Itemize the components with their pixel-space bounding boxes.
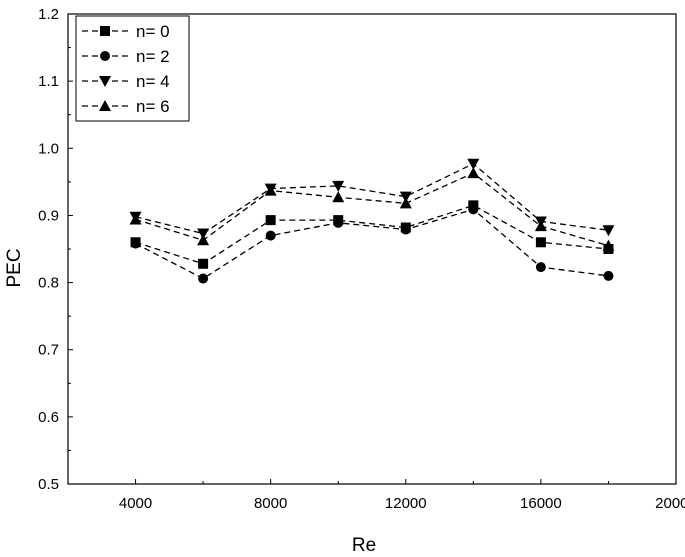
series-line [135,162,609,235]
x-tick-label: 12000 [385,495,427,512]
data-point [197,228,210,240]
data-point [534,220,547,232]
y-tick-label: 1.2 [38,6,59,23]
data-point [197,234,210,246]
legend-label: n= 4 [136,72,170,91]
y-tick-label: 0.6 [38,409,59,426]
data-point [332,180,345,192]
y-tick-label: 0.8 [38,275,59,292]
data-point [602,239,615,251]
y-axis-title: PEC [4,248,25,287]
legend: n= 0 n= 2 n= 4 n= 6 [75,15,190,122]
data-point [603,270,614,281]
data-point [130,238,141,249]
data-point [468,204,479,215]
data-point [602,225,615,237]
legend-marker [100,26,110,36]
x-axis-title: Re [352,535,376,556]
data-point [467,167,480,179]
data-point [535,237,546,248]
legend-box [75,15,190,122]
data-point [198,273,209,284]
x-tick-label: 16000 [520,495,562,512]
series-line [135,172,609,247]
data-point [399,197,412,209]
x-tick-label: 4000 [119,495,152,512]
y-tick-label: 1.1 [38,73,59,90]
x-tick-label: 8000 [254,495,287,512]
legend-marker [100,51,110,61]
legend-marker [99,100,111,111]
legend-marker [99,76,111,87]
y-tick-label: 0.9 [38,207,59,224]
legend-label: n= 0 [136,22,170,41]
data-point [129,213,142,225]
data-point [333,217,344,228]
data-point [535,262,546,273]
data-point [265,215,276,226]
y-tick-label: 0.5 [38,476,59,493]
legend-label: n= 6 [136,97,170,116]
data-point [332,191,345,203]
data-point [467,158,480,170]
data-point [399,191,412,203]
data-point [400,224,411,235]
series-line [135,204,609,265]
data-point [265,230,276,241]
y-tick-label: 1.0 [38,140,59,157]
legend-label: n= 2 [136,47,170,66]
data-point [264,184,277,196]
data-point [198,258,209,269]
y-tick-label: 0.7 [38,342,59,359]
